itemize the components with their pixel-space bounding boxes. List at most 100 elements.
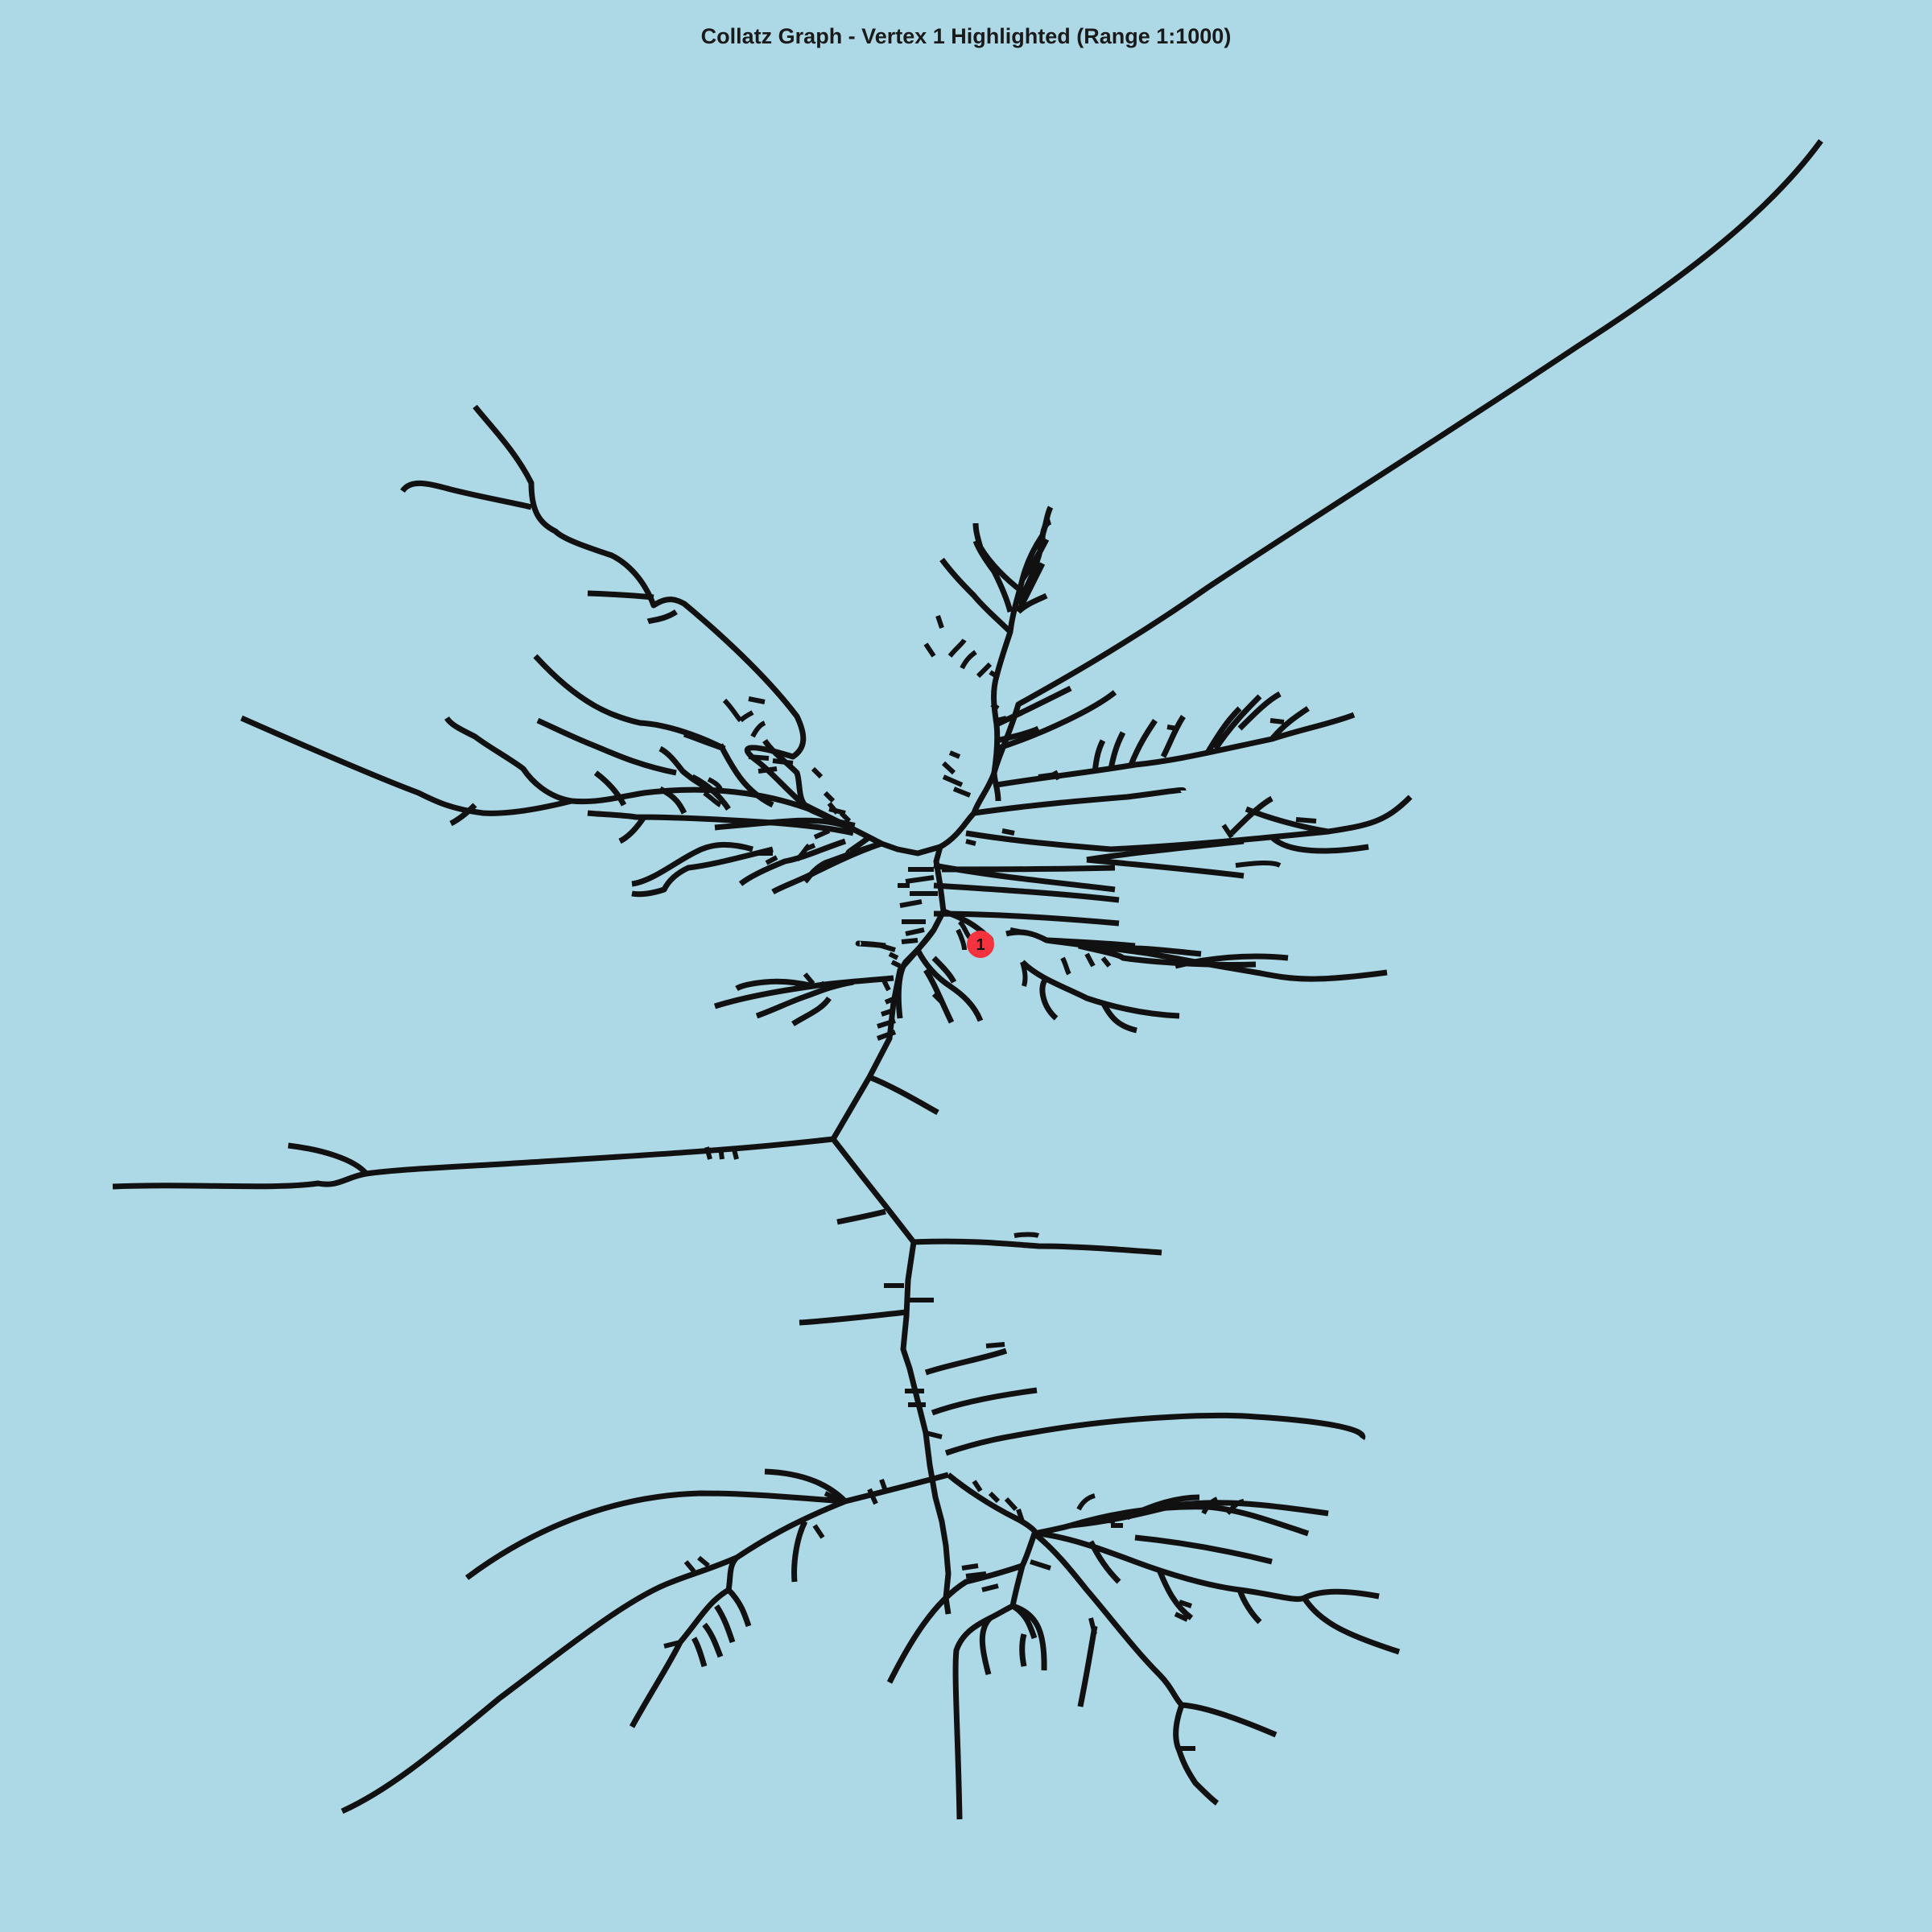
edge-v1-right-d xyxy=(1110,945,1202,957)
edge-ul-stub-7 xyxy=(823,791,836,803)
edge-ul-stub-1 xyxy=(738,710,754,723)
edge-ur-stub-2 xyxy=(996,716,1007,723)
edge-br-stub-2 xyxy=(988,1491,1001,1504)
edge-ul-branch-top-c xyxy=(717,743,774,808)
edge-bc-stub-2 xyxy=(965,1571,987,1579)
edge-ul-far-left-long xyxy=(240,715,572,816)
edge-ul-stub-20 xyxy=(827,802,840,815)
edge-br-stub-1 xyxy=(972,1480,983,1492)
edge-v1-stub-5 xyxy=(1009,927,1023,935)
edge-br-stub-8 xyxy=(1201,1496,1219,1515)
edge-v1-right-b xyxy=(1078,943,1257,968)
edge-hd-stub-4 xyxy=(877,1018,896,1029)
edge-ul-branch-top-g xyxy=(618,815,646,844)
edge-up-stub-5 xyxy=(935,615,944,629)
edge-up-stub-4 xyxy=(989,670,998,679)
edge-right-stub-g xyxy=(965,839,976,846)
edge-bl-stub-6 xyxy=(697,1555,710,1568)
edge-right-stub-d xyxy=(1269,718,1285,724)
edge-upper-vert-b3 xyxy=(972,539,1013,613)
edge-ur-stub-3 xyxy=(948,750,961,759)
edge-ul-low-3 xyxy=(631,842,753,887)
edge-ul-stub-16 xyxy=(795,843,811,862)
edge-hd-stub-2 xyxy=(884,996,897,1005)
edge-ul-branch-top-e xyxy=(658,786,687,815)
edge-right-stub-b xyxy=(1052,770,1061,781)
edge-hub-down-left xyxy=(895,928,936,1019)
edge-right-stub-e xyxy=(1221,824,1234,839)
edge-lm-stub-1 xyxy=(803,972,815,985)
edge-br-lower-right-b xyxy=(1173,1703,1220,1806)
edge-lm-stub-6 xyxy=(888,952,899,960)
edge-up-stub-2 xyxy=(960,650,977,670)
edge-left-mid-4 xyxy=(735,978,814,992)
edge-ur-stub-1 xyxy=(990,702,1000,711)
edge-ul-stub-19 xyxy=(839,811,852,824)
edge-right-fan-a3 xyxy=(1128,719,1158,766)
edge-ul-stub-12 xyxy=(722,698,743,723)
edge-left-stub-3 xyxy=(732,1149,739,1160)
edge-ul-stub-4 xyxy=(748,754,770,761)
edge-right-fan-a7 xyxy=(1213,694,1262,750)
edge-ul-big xyxy=(473,404,811,811)
edge-hub-upper-left-c xyxy=(845,835,872,857)
edge-right-fan-e xyxy=(933,882,1120,903)
graph-edges xyxy=(112,138,1823,1820)
edge-trunk-middle xyxy=(831,1137,952,1615)
edge-br-stub-4 xyxy=(1016,1509,1025,1522)
edge-bc-stub-4 xyxy=(1030,1559,1051,1571)
edge-left-1500 xyxy=(836,1208,886,1225)
edge-br-down-2 xyxy=(1156,1568,1194,1620)
edge-bl-stub-7 xyxy=(683,1560,696,1573)
edge-ul-far-left-fork xyxy=(449,803,477,827)
edge-bottom-left-upper xyxy=(464,1490,846,1580)
vertex-1: 1 xyxy=(967,931,994,958)
edge-bl-sub-main xyxy=(629,1555,739,1728)
edge-upper-vert-b1 xyxy=(939,557,1013,634)
edge-lm-stub-7 xyxy=(890,960,902,968)
edge-trunk-upper xyxy=(830,846,947,1141)
edge-ul-left-group xyxy=(587,810,854,836)
edge-ul-stub-3 xyxy=(772,758,794,766)
edge-ul-stub-5 xyxy=(758,766,778,774)
edge-long-upper-right xyxy=(991,138,1823,802)
edge-right-fan-h xyxy=(1086,838,1245,863)
edge-ul-low-2 xyxy=(631,846,774,898)
edge-upper-vert-top xyxy=(1015,518,1052,605)
edge-right-stub-a xyxy=(1038,772,1057,779)
edge-right-fan-c2 xyxy=(1269,835,1369,854)
edge-bl-sub-2 xyxy=(714,1604,736,1644)
edge-bl-stub-5 xyxy=(663,1640,681,1649)
edge-upper-vert-b6 xyxy=(1015,562,1046,613)
edge-left-stub-2 xyxy=(718,1146,724,1160)
edge-right-1700 xyxy=(924,1348,1008,1376)
edge-ul-fork-b xyxy=(646,609,678,625)
edge-up-stub-6 xyxy=(923,642,936,658)
edge-left-1640 xyxy=(799,1309,907,1326)
edge-ul-stub-14 xyxy=(813,828,831,840)
edge-upper-right-fan-3 xyxy=(996,725,1040,744)
edge-bc-sub-4 xyxy=(1019,1633,1027,1667)
edge-right-stub-h xyxy=(981,833,995,840)
edge-ul-stub-2 xyxy=(750,720,766,738)
edge-right-fan-a2 xyxy=(1108,731,1126,770)
edge-bl-stub-2 xyxy=(867,1488,878,1505)
edge-ul-stub-11 xyxy=(703,791,722,807)
edge-right-stub-c xyxy=(1166,724,1178,731)
edge-right-fan-g xyxy=(933,862,1116,893)
edge-hub-stub-2 xyxy=(905,927,925,936)
edge-ul-stub-10 xyxy=(707,777,723,791)
edge-br-far-right-2 xyxy=(1302,1596,1401,1655)
edge-v1-down xyxy=(1020,960,1180,1019)
edge-upper-right-fan-2 xyxy=(995,690,1117,752)
edge-bl-stub-3 xyxy=(879,1478,888,1492)
edge-right-fan-a1 xyxy=(1092,739,1106,774)
edge-bc-sub-1 xyxy=(979,1616,993,1675)
edge-ul-big-2 xyxy=(400,480,532,510)
edge-bottom-left-fork-a xyxy=(764,1468,848,1504)
edge-mid-right-short xyxy=(868,1074,939,1116)
edge-br-stub-10 xyxy=(1174,1612,1189,1622)
edge-v1-down-a xyxy=(1039,976,1059,1021)
vertex-1-label: 1 xyxy=(976,936,985,954)
edge-right-stub-f xyxy=(1295,817,1317,824)
